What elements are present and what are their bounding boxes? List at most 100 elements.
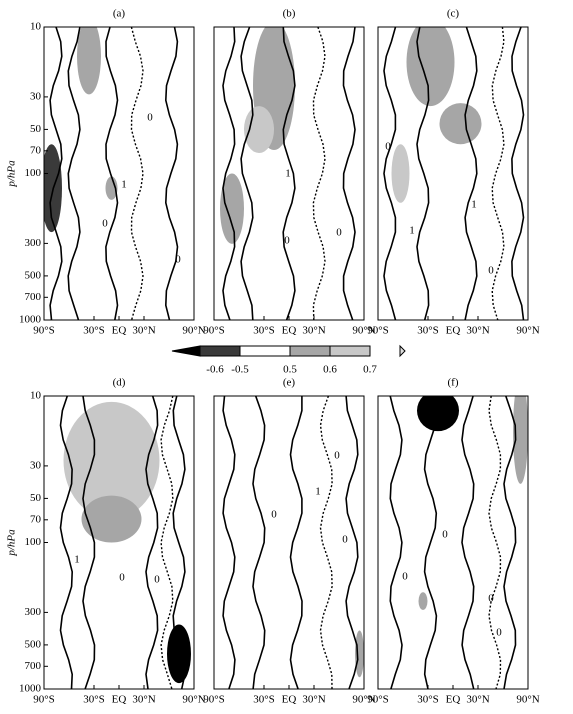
contour-line bbox=[416, 27, 430, 320]
contour-line bbox=[342, 27, 356, 320]
contour-label: 0 bbox=[402, 571, 408, 583]
y-tick-label: 50 bbox=[30, 123, 42, 135]
x-tick-label: 30°S bbox=[253, 325, 275, 337]
plot-frame bbox=[377, 395, 529, 690]
y-tick-label: 70 bbox=[30, 144, 42, 156]
contour-label: 0 bbox=[488, 593, 494, 605]
shading bbox=[417, 396, 459, 432]
y-tick-label: 30 bbox=[30, 459, 42, 471]
plot-area bbox=[59, 396, 191, 689]
contour-label: 0 bbox=[284, 235, 290, 247]
contour-line bbox=[383, 27, 397, 320]
y-tick-label: 300 bbox=[25, 606, 42, 618]
plot-area bbox=[44, 27, 179, 320]
shading bbox=[77, 27, 101, 95]
y-tick-label: 10 bbox=[30, 390, 42, 402]
panel: (f) 90°S 30°S EQ 30°N 90°N 0 0 0 0 bbox=[367, 377, 539, 706]
contour-label: 0 bbox=[496, 627, 502, 639]
contour-label: 1 bbox=[121, 179, 127, 191]
contour-line bbox=[503, 396, 517, 689]
y-tick-label: 500 bbox=[25, 269, 42, 281]
x-tick-label: EQ bbox=[112, 694, 127, 706]
plot-area bbox=[220, 27, 356, 320]
x-tick-label: 30°S bbox=[417, 325, 439, 337]
x-tick-label: 90°S bbox=[367, 325, 389, 337]
contour-line bbox=[289, 396, 303, 689]
contour-label: 1 bbox=[285, 168, 291, 180]
y-tick-label: 500 bbox=[25, 638, 42, 650]
contour-label: 0 bbox=[102, 218, 108, 230]
contour-label: 0 bbox=[271, 509, 277, 521]
y-tick-label: 100 bbox=[25, 167, 42, 179]
panel-title: (b) bbox=[283, 8, 296, 20]
colorbar-label: 0.7 bbox=[363, 364, 377, 376]
panel-title: (c) bbox=[447, 8, 460, 20]
contour-label: 1 bbox=[471, 199, 477, 211]
contour-line bbox=[389, 396, 403, 689]
x-tick-label: 30°N bbox=[132, 694, 155, 706]
y-tick-label: 30 bbox=[30, 90, 42, 102]
contour-line bbox=[222, 27, 236, 320]
y-tick-label: 700 bbox=[25, 291, 42, 303]
contour-label: 0 bbox=[334, 450, 340, 462]
contour-label: 0 bbox=[336, 227, 342, 239]
colorbar-label: -0.5 bbox=[231, 364, 249, 376]
colorbar-segment bbox=[199, 345, 241, 357]
contour-line bbox=[345, 396, 359, 689]
contour-line bbox=[145, 396, 159, 689]
contour-line bbox=[461, 396, 475, 689]
x-tick-label: 90°S bbox=[203, 694, 225, 706]
x-tick-label: EQ bbox=[282, 694, 297, 706]
panel-title: (a) bbox=[113, 8, 126, 20]
shading bbox=[81, 495, 142, 543]
x-tick-label: 90°S bbox=[33, 325, 55, 337]
x-tick-label: 90°N bbox=[352, 325, 375, 337]
colorbar-label: 0.5 bbox=[283, 364, 297, 376]
y-tick-label: 70 bbox=[30, 513, 42, 525]
contour-label: 0 bbox=[175, 254, 181, 266]
y-tick-label: 50 bbox=[30, 492, 42, 504]
colorbar: -0.6 -0.5 0.5 0.6 0.7 bbox=[171, 344, 406, 376]
contour-line bbox=[319, 396, 333, 689]
shading bbox=[105, 176, 118, 200]
contour-line bbox=[282, 27, 296, 320]
contour-line bbox=[172, 396, 186, 689]
colorbar-extend bbox=[171, 345, 201, 357]
contour-line bbox=[164, 27, 179, 320]
shading bbox=[406, 27, 455, 107]
contour-line bbox=[511, 27, 525, 320]
panel-title: (f) bbox=[448, 377, 459, 389]
colorbar-label: -0.6 bbox=[206, 364, 224, 376]
contour-label: 0 bbox=[154, 574, 160, 586]
plot-area bbox=[383, 27, 525, 320]
y-tick-label: 10 bbox=[30, 21, 42, 33]
x-tick-label: 90°N bbox=[182, 694, 205, 706]
panel: (b) 90°S 30°S EQ 30°N 90°N 1 0 0 bbox=[203, 8, 375, 337]
colorbar-extend bbox=[399, 344, 406, 358]
plot-area bbox=[222, 396, 364, 689]
x-tick-label: EQ bbox=[112, 325, 127, 337]
contour-line bbox=[49, 27, 63, 320]
contour-line bbox=[423, 396, 438, 689]
contour-line bbox=[82, 396, 96, 689]
shading bbox=[418, 592, 428, 610]
colorbar-label: 0.6 bbox=[323, 364, 337, 376]
panel-title: (e) bbox=[283, 377, 296, 389]
x-tick-label: 90°N bbox=[516, 694, 539, 706]
contour-line bbox=[130, 27, 144, 320]
shading bbox=[244, 106, 274, 153]
panel: (e) 90°S 30°S EQ 30°N 90°N 0 1 0 0 bbox=[203, 377, 375, 706]
x-tick-label: 30°N bbox=[466, 694, 489, 706]
y-axis-label: p/hPa bbox=[6, 529, 18, 557]
shading bbox=[439, 103, 482, 145]
shading bbox=[220, 173, 244, 244]
x-tick-label: 30°N bbox=[132, 325, 155, 337]
x-tick-label: 30°N bbox=[302, 325, 325, 337]
y-tick-label: 1000 bbox=[19, 314, 42, 326]
plot-area bbox=[389, 396, 528, 689]
contour-line bbox=[491, 27, 505, 320]
x-tick-label: EQ bbox=[446, 325, 461, 337]
x-tick-label: 90°S bbox=[367, 694, 389, 706]
